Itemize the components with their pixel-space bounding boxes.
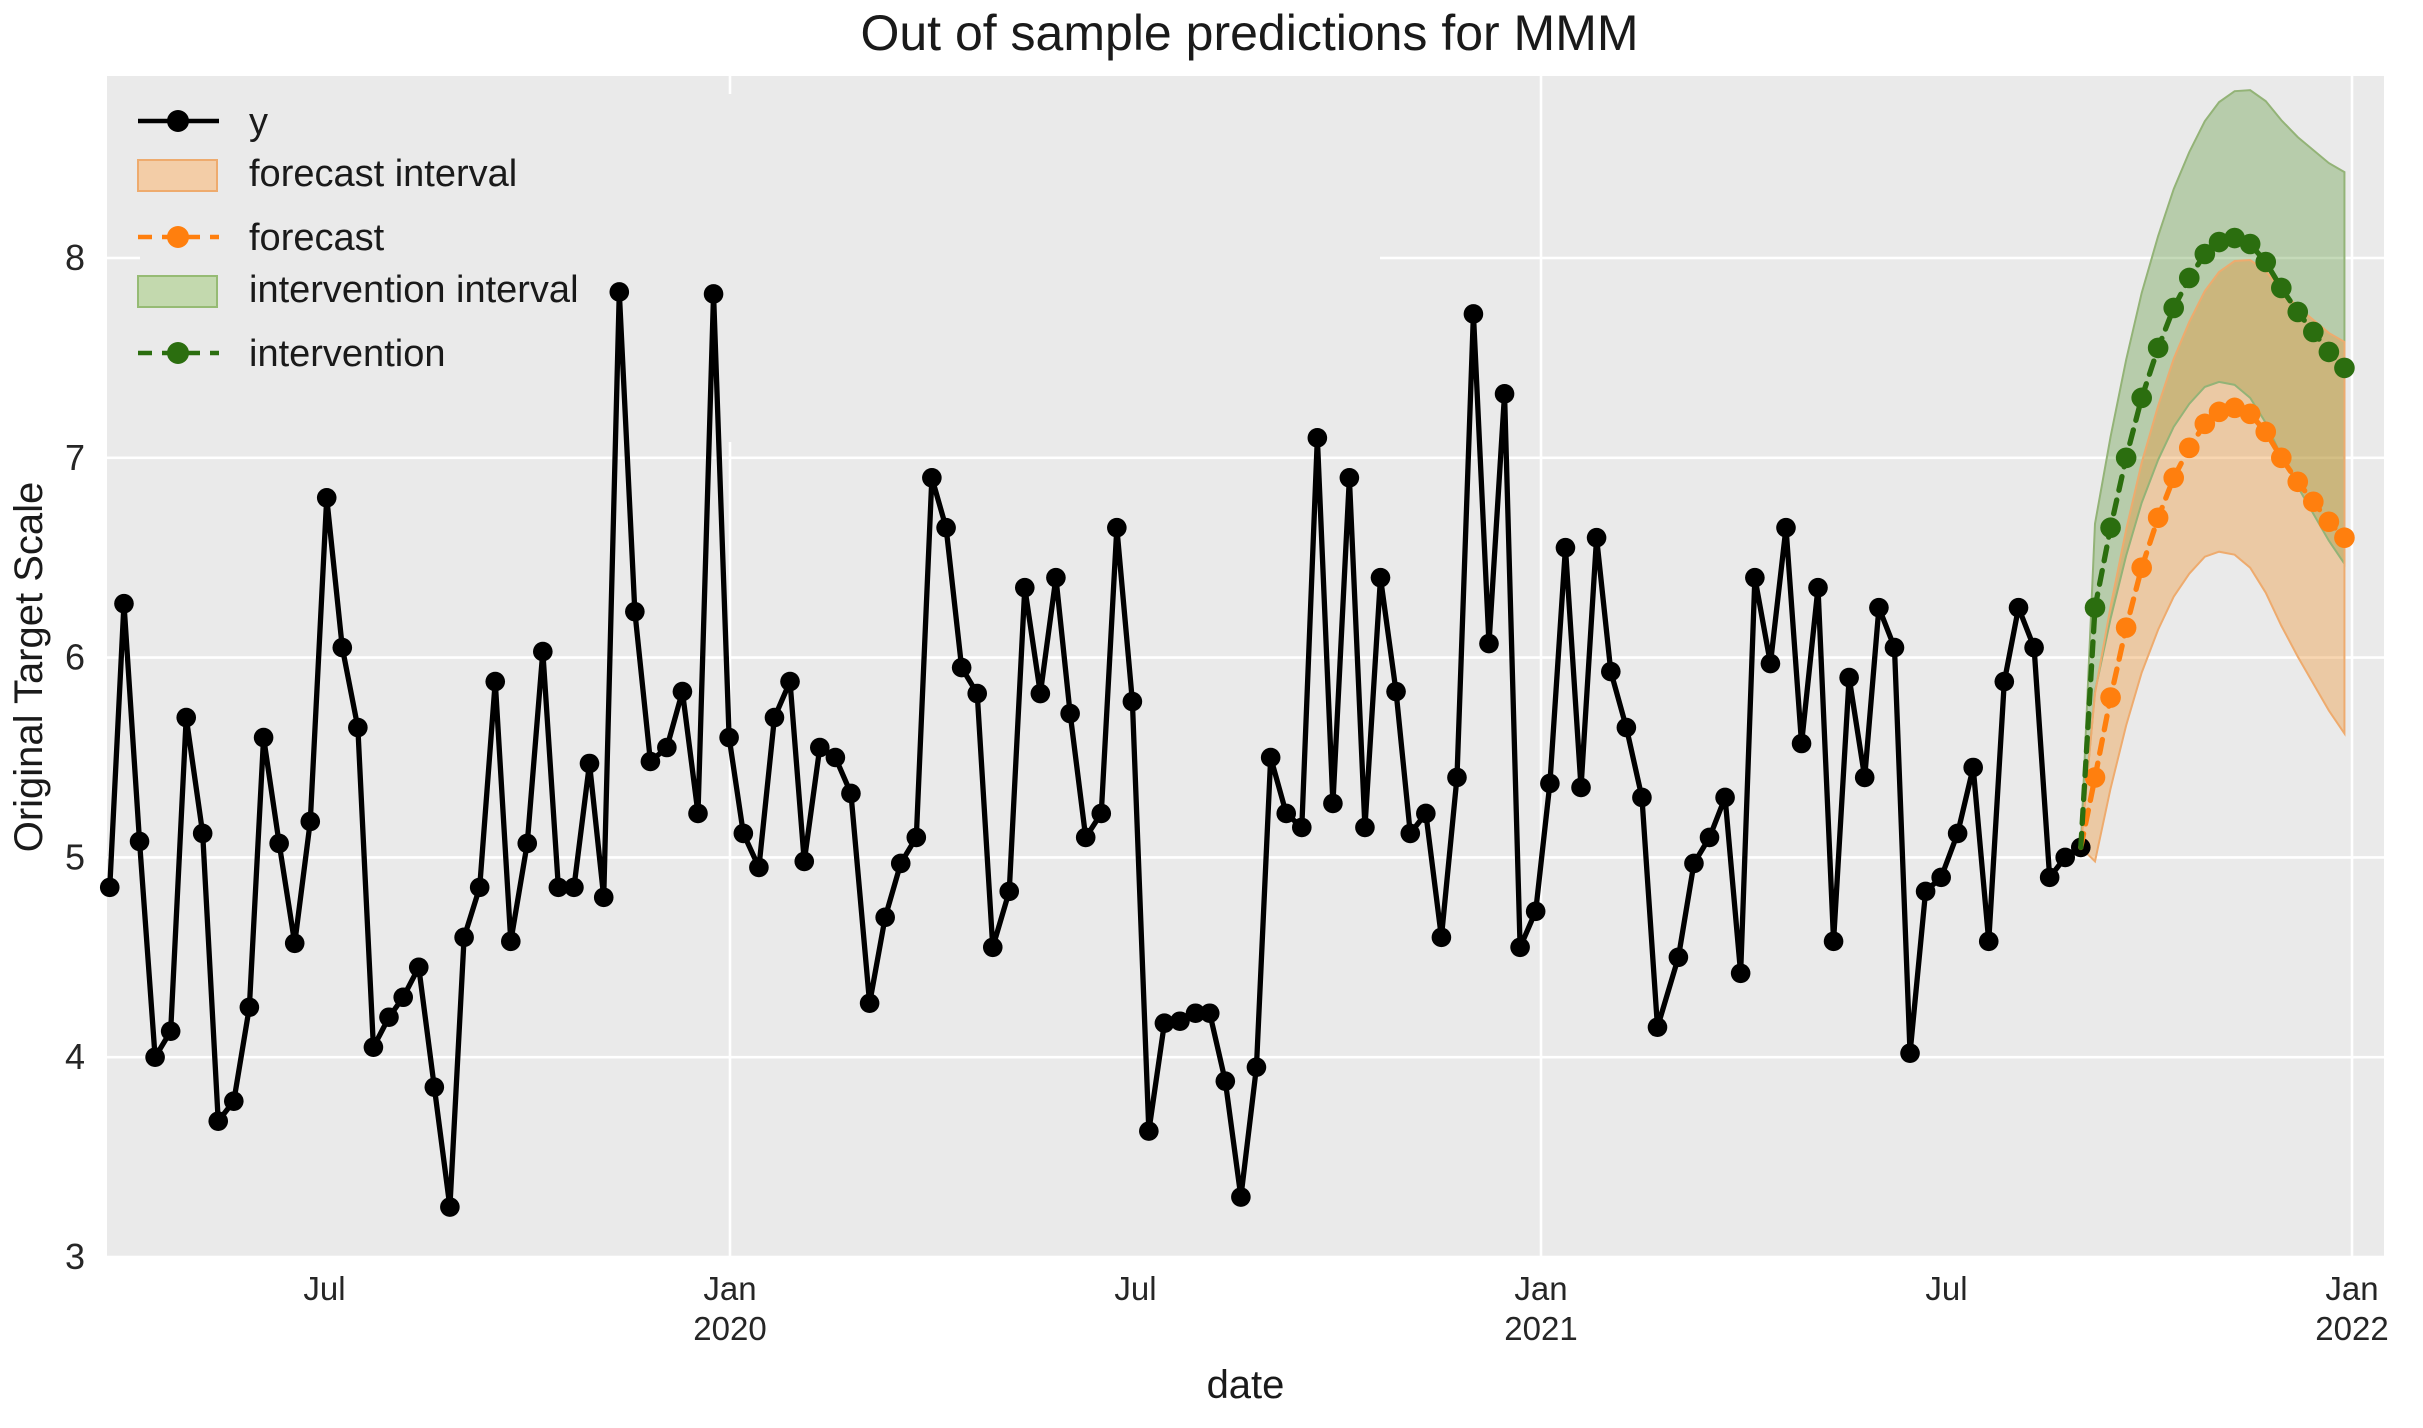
svg-text:4: 4	[65, 1036, 85, 1077]
svg-text:Out of sample predictions for: Out of sample predictions for MMM	[860, 5, 1638, 61]
svg-text:y: y	[249, 101, 268, 143]
svg-text:2022: 2022	[2315, 1310, 2388, 1347]
svg-text:2021: 2021	[1504, 1310, 1577, 1347]
svg-text:forecast interval: forecast interval	[249, 153, 517, 195]
svg-text:8: 8	[65, 237, 85, 278]
svg-text:6: 6	[65, 637, 85, 678]
svg-text:date: date	[1207, 1363, 1285, 1407]
svg-text:Jul: Jul	[1114, 1270, 1156, 1307]
svg-text:Jan: Jan	[1514, 1270, 1567, 1307]
svg-text:3: 3	[65, 1236, 85, 1277]
svg-text:Original Target Scale: Original Target Scale	[7, 482, 51, 853]
svg-text:intervention interval: intervention interval	[249, 269, 579, 311]
svg-text:7: 7	[65, 437, 85, 478]
svg-text:Jul: Jul	[1925, 1270, 1967, 1307]
svg-text:forecast: forecast	[249, 217, 385, 259]
svg-text:Jan: Jan	[703, 1270, 756, 1307]
svg-text:Jul: Jul	[303, 1270, 345, 1307]
svg-text:5: 5	[65, 836, 85, 877]
svg-text:2020: 2020	[693, 1310, 766, 1347]
svg-text:Jan: Jan	[2325, 1270, 2378, 1307]
svg-text:intervention: intervention	[249, 333, 445, 375]
